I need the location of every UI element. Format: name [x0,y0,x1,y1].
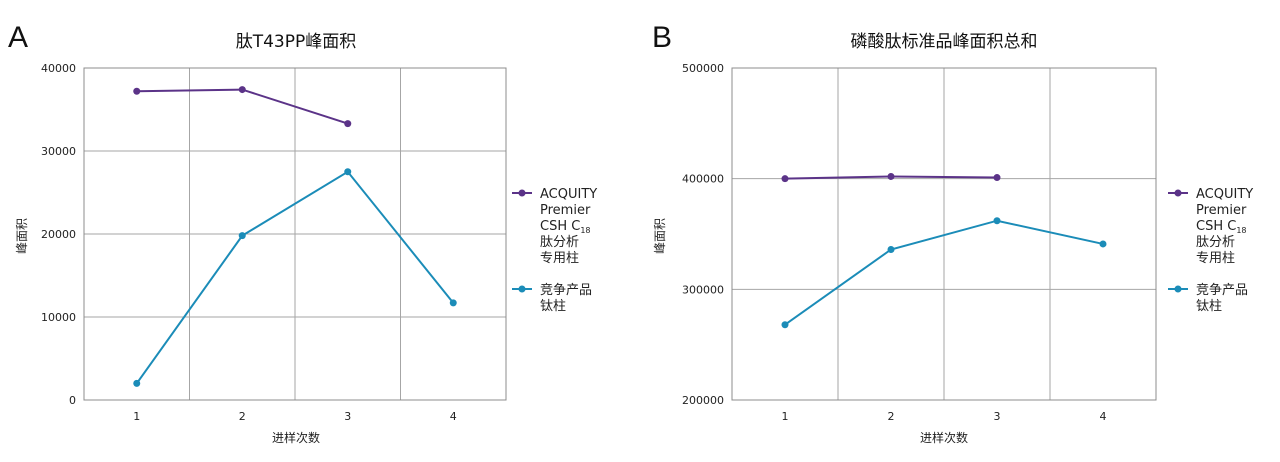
data-point [344,168,352,176]
chart-b-title: 磷酸肽标准品峰面积总和 [851,32,1038,52]
data-point [781,175,789,183]
chart-b-data-points [781,172,1107,329]
data-point [887,245,895,253]
data-point [1099,240,1107,248]
x-tick-label: 3 [344,410,351,423]
legend-label: ACQUITY [1196,187,1253,202]
chart-b-xlabel: 进样次数 [920,430,968,445]
x-tick-label: 2 [239,410,246,423]
legend-label: 竞争产品 [1196,282,1248,298]
x-tick-label: 2 [888,410,895,423]
legend-label: 专用柱 [540,251,579,266]
legend-label: CSH C18 [540,219,591,235]
legend-swatch-marker [1174,189,1182,197]
y-tick-label: 20000 [41,228,76,241]
y-tick-label: 0 [69,394,76,407]
chart-b-y-ticks: 200000 300000 400000 500000 [682,62,724,407]
chart-a-title: 肽T43PP峰面积 [236,32,357,52]
panel-b: B 磷酸肽标准品峰面积总和 峰面积 进样次数 200000 300000 40000… [652,21,1253,445]
legend-swatch-marker [1174,285,1182,293]
legend-label: 竞争产品 [540,282,592,298]
chart-b-x-ticks: 1 2 3 4 [782,410,1107,423]
series-line-1 [136,88,349,125]
legend-label: CSH C18 [1196,219,1247,235]
y-tick-label: 300000 [682,283,724,296]
series-line-2 [784,219,1104,326]
y-tick-label: 10000 [41,311,76,324]
data-point [238,232,246,240]
chart-b-gridlines [731,67,1157,401]
legend-swatch-marker [518,189,526,197]
chart-a-data-points [133,86,457,387]
x-tick-label: 1 [133,410,140,423]
legend-label: 肽分析 [540,235,579,250]
plot-frame [83,67,507,401]
data-point [133,87,141,95]
legend-label: ACQUITY [540,187,597,202]
series-line-2 [135,170,455,384]
chart-a-x-ticks: 1 2 3 4 [133,410,457,423]
panel-a: A 肽T43PP峰面积 峰面积 进样次数 0 10000 20000 30000 400… [8,21,597,445]
y-tick-label: 200000 [682,394,724,407]
y-tick-label: 30000 [41,145,76,158]
data-point [238,86,246,94]
chart-a-y-ticks: 0 10000 20000 30000 40000 [41,62,76,407]
legend-label: 钛柱 [1196,299,1222,314]
chart-b-ylabel: 峰面积 [653,218,667,254]
data-point [449,299,457,307]
data-point [887,172,895,180]
data-point [344,120,352,128]
legend-label: 专用柱 [1196,251,1235,266]
plot-frame [731,67,1157,401]
chart-a-xlabel: 进样次数 [272,430,320,445]
chart-a-ylabel: 峰面积 [15,218,29,254]
x-tick-label: 4 [450,410,457,423]
y-tick-label: 40000 [41,62,76,75]
data-point [993,174,1001,182]
x-tick-label: 1 [782,410,789,423]
x-tick-label: 3 [994,410,1001,423]
y-tick-label: 400000 [682,173,724,186]
legend-label: 肽分析 [1196,235,1235,250]
panel-letter-a: A [8,21,28,54]
x-tick-label: 4 [1100,410,1107,423]
data-point [993,217,1001,225]
data-point [781,321,789,329]
y-tick-label: 500000 [682,62,724,75]
legend-swatch-marker [518,285,526,293]
chart-a-gridlines [83,67,507,401]
data-point [133,379,141,387]
panel-letter-b: B [652,21,672,54]
legend-label: 钛柱 [540,299,566,314]
legend-label: Premier [540,203,591,218]
legend-label: Premier [1196,203,1247,218]
